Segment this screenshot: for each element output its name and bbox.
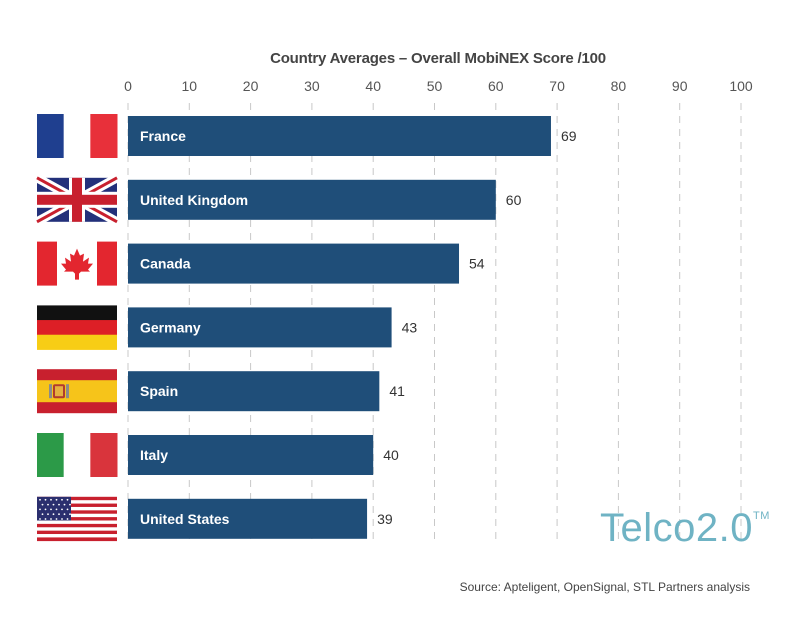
bar-category-label: Germany [140, 319, 201, 335]
bar [128, 371, 380, 412]
x-axis-ticks: 0 10 20 30 40 50 60 70 80 90 100 [124, 78, 753, 94]
bar [128, 435, 374, 475]
bar-value-label: 69 [561, 128, 577, 144]
source-note: Source: Apteligent, OpenSignal, STL Part… [459, 580, 750, 594]
bar-category-label: United Kingdom [140, 192, 248, 208]
x-tick-label: 0 [124, 78, 132, 94]
bar [128, 498, 368, 539]
bar-category-label: Italy [140, 447, 168, 463]
bar-category-label: Spain [140, 383, 178, 399]
x-tick-label: 100 [729, 78, 753, 94]
france-flag-icon [37, 114, 118, 158]
italy-flag-icon [37, 433, 118, 477]
x-tick-label: 40 [365, 78, 381, 94]
bar [128, 307, 392, 348]
chart-title: Country Averages – Overall MobiNEX Score… [270, 50, 606, 67]
bar-category-label: United States [140, 511, 230, 527]
flags [34, 114, 120, 542]
uk-flag-icon [34, 173, 120, 226]
bar-value-label: 43 [402, 319, 418, 335]
x-tick-label: 30 [304, 78, 320, 94]
logo-tm: TM [752, 510, 770, 522]
bar [128, 243, 460, 284]
canada-flag-icon [37, 241, 117, 286]
usa-flag-icon [37, 496, 117, 542]
x-tick-label: 50 [427, 78, 443, 94]
bar-value-label: 41 [389, 383, 405, 399]
x-tick-label: 20 [243, 78, 259, 94]
bars: France 69 United Kingdom 60 Canada 54 Germany 4… [128, 116, 577, 539]
telco-logo: Telco2.0TM [600, 506, 770, 551]
germany-flag-icon [37, 305, 117, 350]
logo-text: Telco2.0 [600, 506, 753, 550]
x-tick-label: 10 [182, 78, 198, 94]
bar-value-label: 40 [383, 447, 399, 463]
x-tick-label: 90 [672, 78, 688, 94]
x-tick-label: 60 [488, 78, 504, 94]
bar-value-label: 54 [469, 256, 485, 272]
spain-flag-icon [37, 369, 117, 414]
x-tick-label: 80 [611, 78, 627, 94]
bar-value-label: 39 [377, 511, 393, 527]
bar-category-label: France [140, 128, 186, 144]
x-tick-label: 70 [549, 78, 565, 94]
bar [128, 179, 496, 220]
bar-value-label: 60 [506, 192, 522, 208]
bar [128, 116, 551, 156]
bar-category-label: Canada [140, 256, 191, 272]
